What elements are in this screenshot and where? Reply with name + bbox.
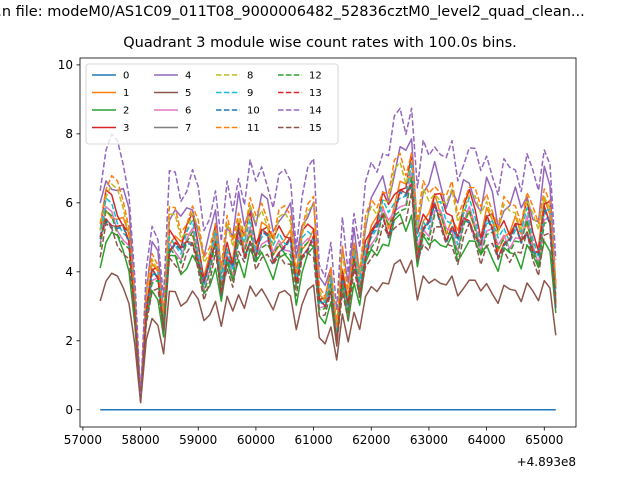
x-tick-label: 59000 xyxy=(179,433,217,447)
legend-label-1: 1 xyxy=(123,88,129,99)
chart-title: Quadrant 3 module wise count rates with … xyxy=(123,35,517,51)
legend-frame xyxy=(85,63,339,145)
legend-label-5: 5 xyxy=(185,88,191,99)
legend-label-10: 10 xyxy=(247,106,260,117)
x-tick-label: 61000 xyxy=(294,433,332,447)
legend-label-12: 12 xyxy=(309,71,322,82)
series-layer xyxy=(99,107,557,411)
y-tick-label: 10 xyxy=(58,58,73,72)
series-line-5 xyxy=(99,259,557,404)
series-line-9 xyxy=(99,162,557,401)
x-offset-text: +4.893e8 xyxy=(517,455,576,469)
y-tick-label: 0 xyxy=(65,403,73,417)
legend-label-9: 9 xyxy=(247,88,253,99)
series-line-11 xyxy=(99,152,557,399)
x-tick-label: 65000 xyxy=(525,433,563,447)
legend-label-15: 15 xyxy=(309,123,322,134)
legend-label-3: 3 xyxy=(123,123,129,134)
series-line-3 xyxy=(99,152,557,400)
series-line-15 xyxy=(99,191,557,402)
y-tick-label: 8 xyxy=(65,127,73,141)
legend-label-0: 0 xyxy=(123,71,129,82)
x-tick-label: 63000 xyxy=(410,433,448,447)
x-tick-label: 64000 xyxy=(468,433,506,447)
suptitle-text: ...n file: modeM0/AS1C09_011T08_90000064… xyxy=(0,4,585,20)
x-tick-label: 60000 xyxy=(237,433,275,447)
series-line-12 xyxy=(99,176,557,401)
legend-label-8: 8 xyxy=(247,71,253,82)
legend-label-4: 4 xyxy=(185,71,191,82)
x-tick-label: 58000 xyxy=(121,433,159,447)
legend-label-7: 7 xyxy=(185,123,191,134)
plot-frame xyxy=(79,57,577,428)
figure-suptitle: ...n file: modeM0/AS1C09_011T08_90000064… xyxy=(0,2,640,28)
y-tick-label: 4 xyxy=(65,265,73,279)
legend-label-2: 2 xyxy=(123,106,129,117)
series-line-14 xyxy=(99,107,557,397)
legend-label-11: 11 xyxy=(247,123,260,134)
y-tick-label: 6 xyxy=(65,196,73,210)
legend-label-6: 6 xyxy=(185,106,191,117)
x-tick-label: 57000 xyxy=(64,433,102,447)
y-tick-label: 2 xyxy=(65,334,73,348)
legend-label-13: 13 xyxy=(309,88,322,99)
x-tick-label: 62000 xyxy=(352,433,390,447)
y-axis: 0 2 4 6 8 10 xyxy=(58,58,80,417)
legend-label-14: 14 xyxy=(309,106,322,117)
x-axis: 57000 58000 59000 60000 61000 62000 63000 64000… xyxy=(64,427,563,447)
series-line-13 xyxy=(99,183,557,402)
